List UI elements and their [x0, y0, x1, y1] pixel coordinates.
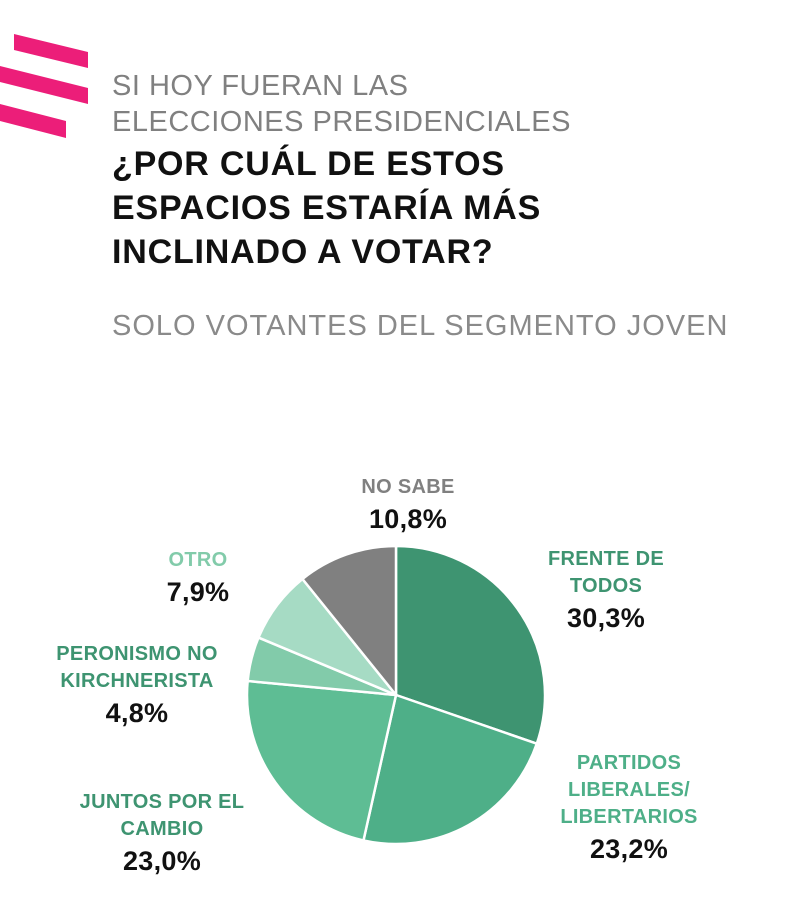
pie-slice-juntos — [245, 679, 398, 842]
title-line-2: ESPACIOS ESTARÍA MÁS — [112, 189, 542, 227]
slice-value-label: 10,8% — [368, 504, 448, 534]
logo-stripe-1 — [14, 34, 88, 68]
brand-logo — [0, 34, 88, 138]
slice-value-label: 4,8% — [105, 698, 169, 728]
slice-value-label: 30,3% — [566, 603, 646, 633]
slice-value-label: 23,2% — [589, 834, 669, 864]
slice-label-text: KIRCHNERISTA — [60, 670, 214, 692]
slice-label-otro: OTRO 7,9% — [138, 547, 258, 608]
pie-slice-frente — [394, 544, 547, 745]
logo-stripe-3 — [0, 104, 66, 138]
page-title: ¿POR CUÁL DE ESTOS ESPACIOS ESTARÍA MÁS … — [112, 142, 792, 274]
slice-label-liberales: PARTIDOS LIBERALES/LIBERTARIOS 23,2% — [534, 750, 724, 865]
slice-value-label: 23,0% — [122, 846, 202, 876]
pie-slice-nosabe — [301, 544, 398, 697]
subtitle-line-1: SI HOY FUERAN LAS — [112, 70, 409, 102]
title-line-3: INCLINADO A VOTAR? — [112, 233, 494, 271]
slice-label-frente: FRENTE DE TODOS 30,3% — [526, 546, 686, 634]
subtitle-line-2: ELECCIONES PRESIDENCIALES — [112, 106, 571, 138]
pie-slice-liberales — [362, 693, 539, 846]
slice-label-text: LIBERTARIOS — [560, 806, 698, 828]
slice-label-peronismo: PERONISMO NO KIRCHNERISTA 4,8% — [30, 641, 244, 729]
slice-label-text: NO SABE — [361, 476, 455, 498]
slice-label-text: TODOS — [569, 575, 643, 597]
slice-label-text: PARTIDOS — [576, 752, 682, 774]
slice-label-text: CAMBIO — [120, 818, 204, 840]
segment-subtitle: SOLO VOTANTES DEL SEGMENTO JOVEN — [112, 310, 729, 342]
slice-label-juntos: JUNTOS POR EL CAMBIO 23,0% — [52, 789, 272, 877]
slice-label-text: FRENTE DE — [547, 548, 665, 570]
slice-label-text: LIBERALES/ — [568, 779, 690, 801]
header: SI HOY FUERAN LAS ELECCIONES PRESIDENCIA… — [112, 68, 792, 274]
slice-label-text: OTRO — [168, 549, 228, 571]
slice-label-text: PERONISMO NO — [56, 643, 218, 665]
logo-stripe-2 — [0, 66, 88, 104]
slice-label-text: JUNTOS POR EL — [79, 791, 245, 813]
slice-label-nosabe: NO SABE 10,8% — [328, 474, 488, 535]
slice-value-label: 7,9% — [166, 577, 230, 607]
title-line-1: ¿POR CUÁL DE ESTOS — [112, 145, 505, 183]
